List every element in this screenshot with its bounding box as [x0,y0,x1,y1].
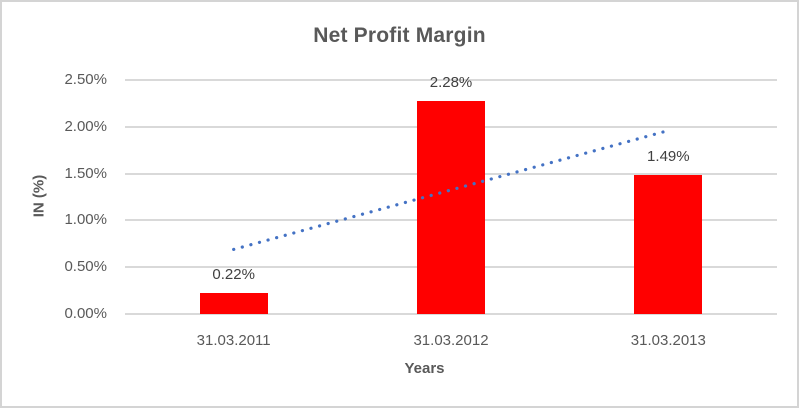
bar-data-label: 2.28% [429,73,473,91]
x-axis-title-text: Years [404,360,445,377]
y-tick-label: 0.50% [64,258,107,276]
x-tick-label: 31.03.2012 [413,332,489,349]
bar [634,174,703,314]
x-axis-title: Years [2,360,797,377]
chart-title: Net Profit Margin [313,24,486,47]
x-tick-label: 31.03.2011 [196,332,271,349]
gridline [125,313,777,315]
bar-data-label: 1.49% [647,147,690,165]
bar [417,100,485,314]
y-tick-label: 0.00% [64,305,107,322]
bar-data-label: 0.22% [212,266,255,284]
gridline [125,79,777,81]
x-tick-label: 31.03.2013 [630,332,706,349]
bar [199,293,268,314]
y-tick-label: 1.00% [64,211,107,229]
y-tick-label: 2.50% [64,71,107,88]
y-tick-label: 2.00% [64,117,107,135]
y-tick-label: 1.50% [64,164,107,182]
